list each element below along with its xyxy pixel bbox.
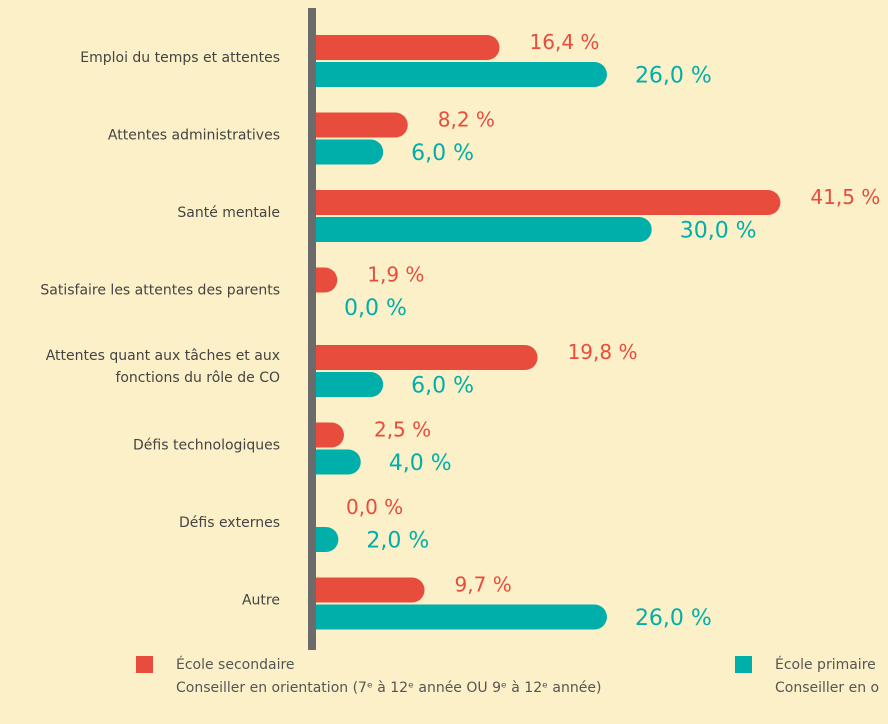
data-label: 26,0 % <box>635 64 712 89</box>
y-tick-label: Autre <box>242 593 280 609</box>
data-label: 6,0 % <box>411 374 474 399</box>
y-tick-label: fonctions du rôle de CO <box>115 370 280 386</box>
legend-description: Conseiller en orientation (7ᵉ à 12ᵉ anné… <box>176 680 601 696</box>
data-label: 0,0 % <box>344 296 407 321</box>
data-label: 0,0 % <box>346 495 403 519</box>
bar <box>316 604 607 630</box>
data-label: 6,0 % <box>411 141 474 166</box>
y-tick-label: Défis technologiques <box>133 438 280 454</box>
data-label: 19,8 % <box>568 340 638 364</box>
bar <box>316 422 344 448</box>
bar <box>316 577 425 603</box>
legend-label: École primaire <box>775 656 876 673</box>
data-label: 8,2 % <box>438 108 495 132</box>
legend-swatch <box>136 656 153 673</box>
bar <box>316 190 781 215</box>
y-tick-label: Défis externes <box>179 515 280 531</box>
bar <box>316 449 361 475</box>
legend-label: École secondaire <box>176 656 295 673</box>
y-tick-label: Emploi du temps et attentes <box>80 50 280 66</box>
axis-line <box>308 8 316 650</box>
data-label: 1,9 % <box>367 263 424 287</box>
data-label: 2,0 % <box>366 529 429 554</box>
bar <box>316 217 652 242</box>
y-tick-label: Attentes administratives <box>108 128 280 144</box>
bar <box>316 372 384 397</box>
data-label: 2,5 % <box>374 418 431 442</box>
y-tick-label: Santé mentale <box>177 205 280 221</box>
data-label: 4,0 % <box>389 451 452 476</box>
data-label: 9,7 % <box>455 573 512 597</box>
y-tick-label: Satisfaire les attentes des parents <box>40 283 280 299</box>
plot <box>316 35 781 630</box>
bar <box>316 527 339 552</box>
bar <box>316 35 500 60</box>
bar <box>316 267 338 293</box>
bar <box>316 345 538 370</box>
data-label: 30,0 % <box>680 219 757 244</box>
data-label: 26,0 % <box>635 606 712 631</box>
bar <box>316 139 384 165</box>
legend-description: Conseiller en o <box>775 680 879 696</box>
data-label: 16,4 % <box>530 30 600 54</box>
data-label: 41,5 % <box>810 185 880 209</box>
bar <box>316 112 408 138</box>
y-tick-label: Attentes quant aux tâches et aux <box>46 348 280 364</box>
legend-swatch <box>735 656 752 673</box>
bar <box>316 62 607 87</box>
